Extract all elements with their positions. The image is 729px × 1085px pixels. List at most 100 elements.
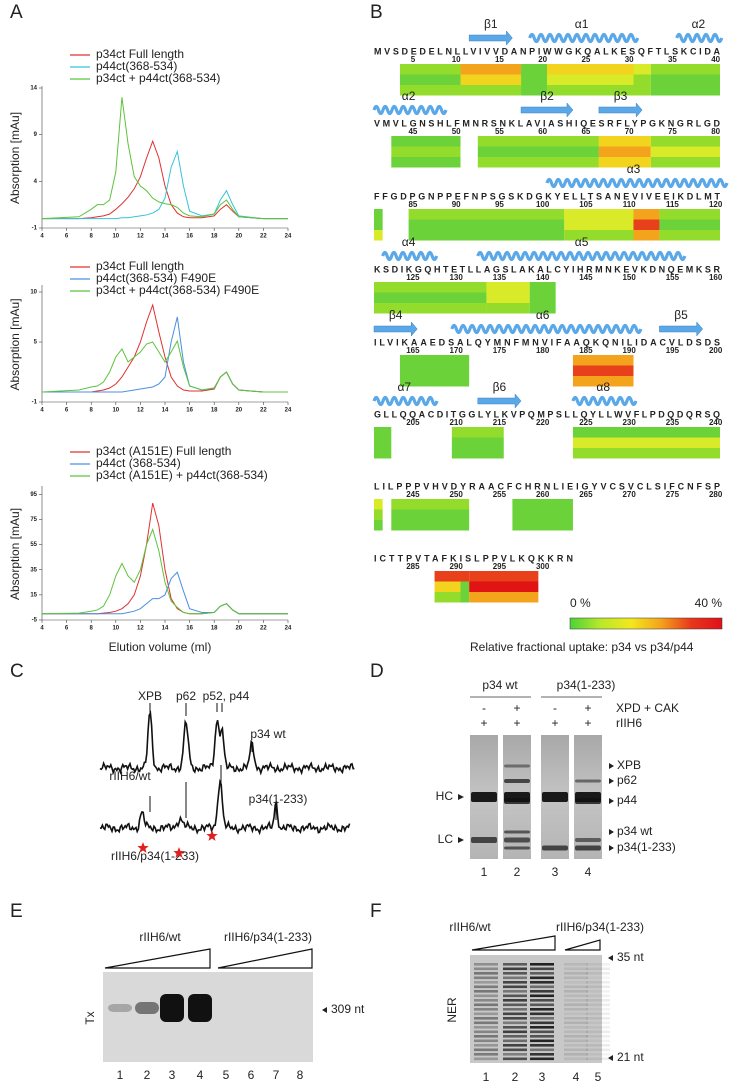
residue-number: 145 [579, 273, 593, 282]
residue-number: 210 [449, 418, 463, 427]
gel-band [586, 1017, 610, 1020]
sequence: MVSDEDELNLLVIVVDANPIWWGKQALKESQFTLSKCIDA [374, 46, 721, 56]
uptake-cell [374, 509, 383, 520]
gel-band [504, 798, 530, 804]
line-series [41, 339, 288, 393]
x-tick-label: 8 [90, 234, 94, 240]
star [137, 842, 149, 853]
gel-band [564, 1035, 588, 1038]
uptake-cell [512, 499, 573, 510]
x-tick-label: 14 [162, 234, 169, 240]
uptake-cell [391, 520, 470, 531]
trace-label: rIIH6/wt [109, 769, 151, 783]
residue-number: 185 [579, 346, 593, 355]
lane-number: 3 [169, 1068, 176, 1082]
uptake-cell [521, 64, 547, 75]
x-tick-label: 16 [186, 234, 193, 240]
gel-band [503, 981, 527, 984]
y-tick-label: 35 [30, 567, 37, 573]
gel-band [530, 985, 554, 989]
x-tick-label: 4 [40, 626, 44, 632]
condition-label: rIIH6 [616, 716, 642, 730]
gel-band [503, 972, 527, 975]
arrowhead [458, 794, 464, 800]
uptake-cell [547, 64, 634, 75]
y-tick-label: -5 [32, 618, 38, 624]
residue-number: 285 [406, 562, 420, 571]
uptake-cell [460, 581, 470, 592]
uptake-cell [434, 571, 461, 582]
gel-band [564, 1021, 588, 1025]
alpha-helix [476, 250, 687, 262]
lane-number: 2 [512, 1070, 519, 1084]
group-label: rIIH6/p34(1-233) [224, 930, 312, 944]
gel-band [530, 1030, 554, 1034]
residue-number: 125 [406, 273, 420, 282]
sign: + [513, 701, 520, 715]
uptake-cell [391, 499, 470, 510]
uptake-cell [521, 74, 547, 85]
gel-band [474, 1039, 498, 1043]
line-series [41, 97, 288, 220]
sign: - [553, 701, 557, 715]
y-tick-label: 95 [30, 492, 37, 498]
residue-number: 215 [493, 418, 507, 427]
uptake-cell [399, 64, 461, 75]
titration-wedge [104, 948, 211, 969]
gel-band [564, 1044, 588, 1047]
arrowhead [608, 955, 613, 961]
colorbar-min: 0 % [570, 596, 591, 610]
x-tick-label: 10 [112, 234, 119, 240]
residue-number: 280 [709, 490, 723, 499]
y-tick-label: 15 [30, 592, 37, 598]
uptake-cell [408, 209, 565, 220]
gel-band [504, 830, 530, 834]
gel-band [474, 1012, 498, 1016]
group-label: p34(1-233) [557, 678, 616, 692]
uptake-cell [512, 509, 573, 520]
uptake-cell [460, 571, 470, 582]
legend-label: p44ct(368-534) F490E [96, 271, 216, 285]
gel-band [564, 1017, 588, 1020]
residue-number: 110 [623, 200, 636, 209]
legend-label: p34ct + p44ct(368-534) [96, 71, 220, 85]
beta-strand [520, 102, 574, 118]
x-tick-label: 18 [211, 234, 218, 240]
uptake-cell [477, 136, 599, 147]
gel-band [474, 1003, 498, 1007]
gel-band [471, 837, 497, 843]
gel-band [108, 1004, 132, 1012]
sequence: ICTTPVTAFKISLPPVLKQKKRN [374, 553, 573, 563]
y-tick-label: 9 [34, 132, 38, 138]
residue-number: 165 [406, 346, 420, 355]
residue-number: 290 [449, 562, 463, 571]
uptake-cell [408, 230, 565, 241]
uptake-cell [451, 437, 504, 448]
residue-number: 60 [538, 127, 547, 136]
gel-band [503, 1021, 527, 1025]
x-tick-label: 12 [137, 408, 144, 414]
residue-number: 85 [408, 200, 417, 209]
row-label: Tx [83, 1011, 97, 1024]
beta-strand [468, 30, 513, 46]
uptake-cell [374, 209, 383, 220]
gel-band [503, 1008, 527, 1011]
gel-band [530, 1021, 554, 1025]
uptake-cell [374, 520, 383, 531]
gel-band [530, 990, 554, 993]
residue-number: 180 [536, 346, 550, 355]
x-tick-label: 4 [40, 234, 44, 240]
line-series [42, 149, 288, 220]
uptake-cell [391, 146, 461, 157]
peak-label: p52, p44 [203, 689, 250, 703]
uptake-cell [374, 292, 487, 303]
residue-number: 130 [449, 273, 463, 282]
x-tick-label: 10 [112, 408, 119, 414]
lane-number: 5 [595, 1070, 602, 1084]
band-label: XPB [617, 758, 641, 772]
gel-band [503, 1044, 527, 1047]
gel-band [504, 764, 530, 768]
y-axis-title: Absorption [mAu] [8, 112, 22, 204]
residue-number: 295 [493, 562, 507, 571]
uptake-cell [399, 376, 470, 387]
